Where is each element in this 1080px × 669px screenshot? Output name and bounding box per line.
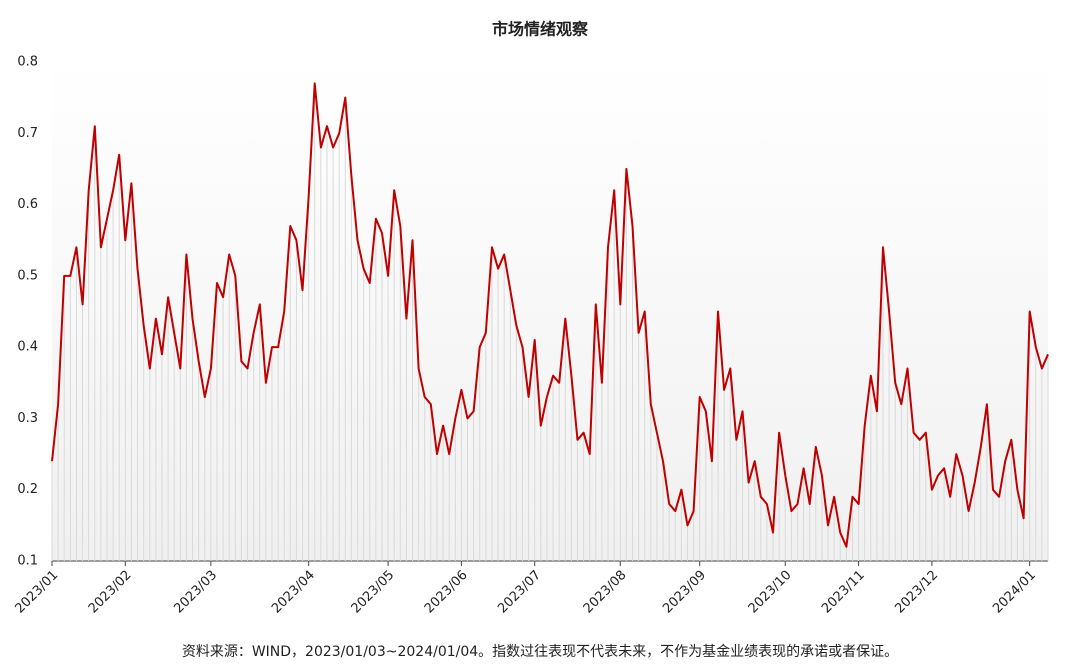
- x-tick-label: 2023/12: [892, 568, 941, 617]
- y-tick-label: 0.8: [17, 55, 38, 70]
- x-tick-label: 2024/01: [990, 568, 1039, 617]
- source-note: 资料来源：WIND，2023/01/03~2024/01/04。指数过往表现不代…: [182, 643, 898, 660]
- y-tick-label: 0.2: [17, 482, 38, 497]
- series-line: [51, 82, 1049, 548]
- x-tick-label: 2023/06: [422, 568, 471, 617]
- y-tick-label: 0.1: [17, 554, 38, 569]
- x-tick-label: 2023/05: [349, 568, 398, 617]
- y-tick-label: 0.3: [17, 411, 38, 426]
- x-tick-label: 2023/10: [746, 568, 795, 617]
- y-tick-label: 0.7: [17, 126, 38, 141]
- y-tick-label: 0.5: [17, 268, 38, 283]
- y-tick-label: 0.6: [17, 197, 38, 212]
- y-tick-label: 0.4: [17, 340, 38, 355]
- x-tick-label: 2023/01: [13, 568, 62, 617]
- x-tick-label: 2023/04: [269, 568, 318, 617]
- x-tick-label: 2023/07: [495, 568, 544, 617]
- chart-title: 市场情绪观察: [492, 20, 589, 39]
- x-tick-label: 2023/08: [581, 568, 630, 617]
- x-tick-label: 2023/02: [86, 568, 135, 617]
- x-tick-label: 2023/09: [660, 568, 709, 617]
- x-tick-label: 2023/03: [171, 568, 220, 617]
- plot-background: [52, 62, 1048, 561]
- x-tick-label: 2023/11: [819, 568, 868, 617]
